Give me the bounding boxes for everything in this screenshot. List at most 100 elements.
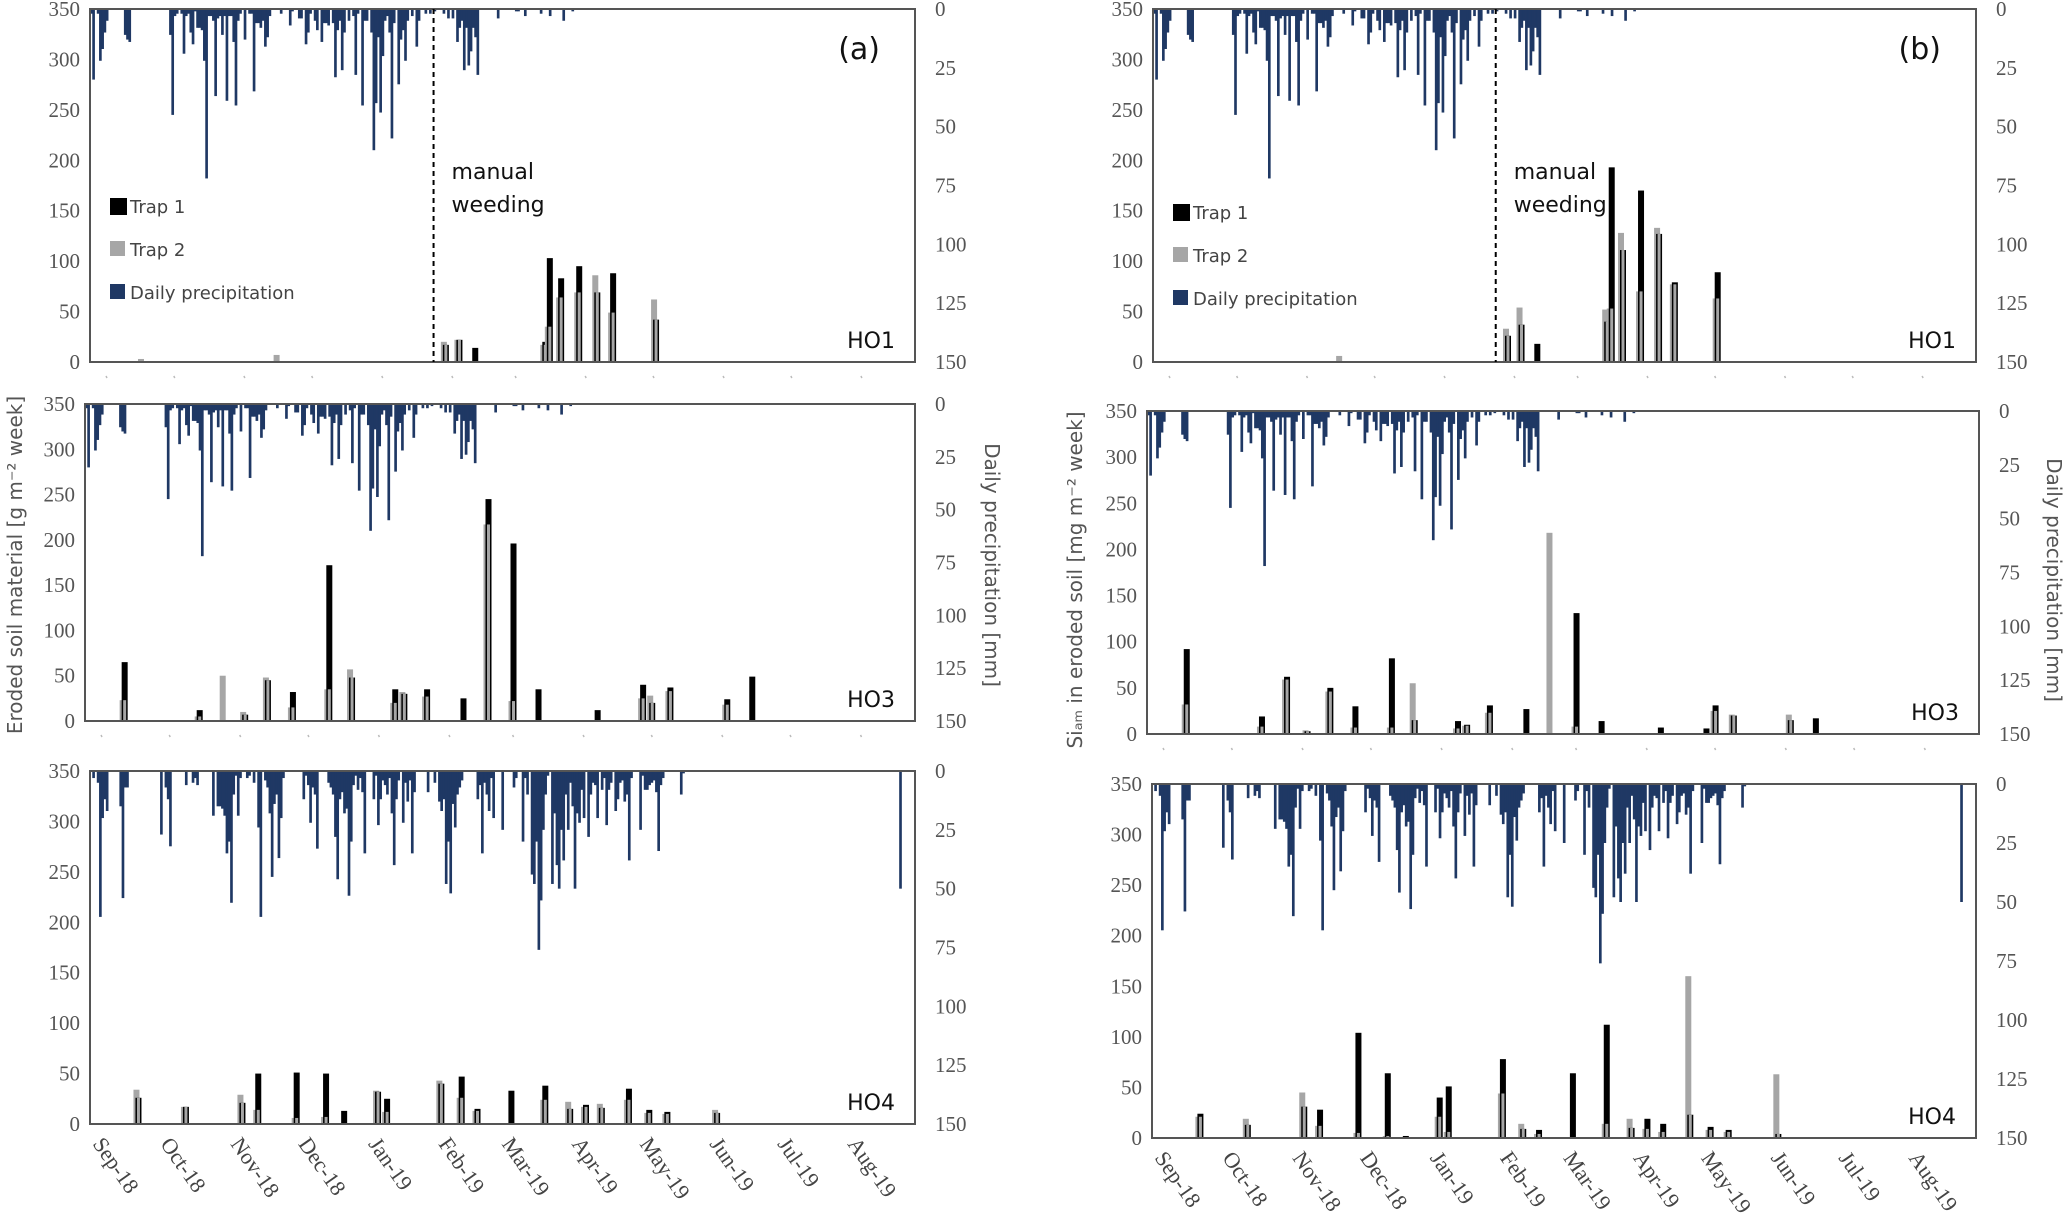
precipitation-bar: [351, 404, 354, 464]
precipitation-bar: [182, 9, 186, 54]
precipitation-bar: [1605, 784, 1609, 808]
x-tick-mark: [173, 375, 176, 379]
precipitation-bar: [1245, 411, 1248, 416]
precipitation-bar: [209, 9, 213, 17]
x-tick-mark: [1168, 375, 1171, 379]
precipitation-bar: [394, 404, 397, 472]
precipitation-bar: [1325, 784, 1329, 794]
precipitation-bar: [1330, 784, 1334, 827]
trap2-overlap-bar: [1328, 691, 1332, 734]
precipitation-bar: [1587, 784, 1591, 808]
precipitation-bar: [1486, 9, 1490, 14]
precipitation-bar: [1510, 784, 1514, 907]
precipitation-bar: [228, 404, 231, 434]
trap2-overlap-bar: [1488, 712, 1492, 734]
precipitation-bar: [1960, 784, 1963, 902]
x-tick-mark: [1235, 375, 1239, 379]
precipitation-bar: [1288, 411, 1292, 418]
precipitation-bar: [285, 404, 288, 419]
precipitation-bar: [526, 771, 529, 795]
precipitation-bar: [336, 771, 340, 880]
y-tick-label: 250: [49, 98, 81, 122]
trap2-overlap-bar: [1776, 1133, 1780, 1138]
precipitation-bar: [1322, 411, 1326, 446]
precipitation-bar: [246, 404, 250, 409]
precipitation-bar: [1158, 784, 1162, 796]
precipitation-bar: [90, 9, 93, 14]
y-tick-label: 0: [70, 350, 81, 374]
annotation-text: manual: [1514, 160, 1596, 185]
trap2-bar: [137, 358, 144, 362]
x-tick-mark: [789, 734, 792, 738]
trap2-overlap-bar: [1639, 291, 1643, 362]
y2-tick-label: 125: [1999, 668, 2031, 692]
precipitation-bar: [337, 404, 341, 459]
precipitation-bar: [1274, 411, 1278, 420]
precipitation-bar: [1409, 784, 1413, 910]
trap1-bar: [508, 1090, 515, 1124]
precipitation-bar: [371, 404, 375, 489]
precipitation-bar: [340, 771, 344, 793]
precipitation-bar: [171, 9, 175, 115]
precipitation-bar: [250, 9, 254, 14]
trap2-overlap-bar: [512, 701, 516, 721]
precipitation-bar: [457, 404, 461, 415]
precipitation-bar: [1252, 9, 1255, 33]
precipitation-bar: [1425, 784, 1428, 867]
precipitation-bar: [309, 771, 312, 823]
precipitation-bar: [1315, 411, 1319, 424]
precipitation-bar: [1416, 9, 1420, 75]
precipitation-bar: [1472, 784, 1476, 867]
precipitation-bar: [175, 9, 179, 14]
precipitation-bar: [234, 771, 238, 776]
plot-frame: [1151, 783, 1977, 1139]
trap2-overlap-bar: [600, 1107, 604, 1124]
precipitation-bar: [1522, 9, 1526, 21]
trap2-overlap-bar: [1465, 725, 1469, 734]
trap1-bar: [326, 565, 333, 721]
y-tick-label: 50: [59, 300, 80, 324]
precipitation-bar: [264, 771, 267, 781]
trap2-bar: [1773, 1074, 1780, 1138]
x-tick-label: Sep-18: [88, 1133, 144, 1198]
precipitation-bar: [1351, 9, 1355, 26]
precipitation-bar: [173, 9, 177, 17]
precipitation-bar: [261, 9, 265, 21]
precipitation-bar: [296, 404, 300, 413]
precipitation-bar: [1452, 784, 1455, 827]
precipitation-bar: [184, 771, 188, 786]
precipitation-bar: [1612, 784, 1616, 898]
precipitation-bar: [641, 771, 645, 776]
precipitation-bar: [1337, 784, 1340, 808]
precipitation-bar: [166, 404, 170, 500]
precipitation-bar: [225, 771, 229, 854]
precipitation-bar: [1280, 784, 1284, 820]
precipitation-bar: [650, 771, 654, 783]
precipitation-bar: [160, 771, 163, 835]
precipitation-bar: [1628, 784, 1631, 843]
x-tick-mark: [239, 734, 242, 738]
precipitation-bar: [373, 404, 377, 430]
trap2-overlap-bar: [1198, 1116, 1202, 1138]
precipitation-bar: [312, 404, 316, 424]
precipitation-bar: [439, 404, 443, 409]
precipitation-bar: [1353, 9, 1357, 12]
y-tick-label: 200: [44, 528, 76, 552]
precipitation-bar: [216, 9, 220, 19]
precipitation-bar: [1249, 411, 1253, 444]
precipitation-bar: [1384, 411, 1387, 424]
precipitation-bar: [605, 771, 609, 826]
precipitation-bar: [1463, 411, 1467, 459]
precipitation-bar: [212, 771, 215, 816]
precipitation-bar: [340, 9, 344, 71]
precipitation-series: [90, 9, 575, 179]
precipitation-bar: [1508, 784, 1512, 855]
precipitation-bar: [1292, 9, 1296, 17]
precipitation-bar: [1368, 784, 1372, 799]
precipitation-bar: [455, 404, 459, 421]
precipitation-bar: [1419, 9, 1422, 14]
precipitation-bar: [372, 771, 376, 800]
precipitation-bar: [1167, 784, 1171, 825]
precipitation-bar: [412, 404, 416, 438]
x-tick-mark: [514, 375, 517, 379]
